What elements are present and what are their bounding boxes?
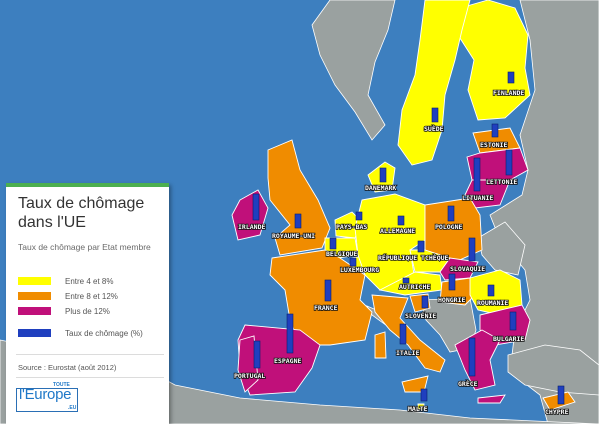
label-bulgarie: BULGARIE (493, 335, 524, 343)
country-greece (454, 329, 501, 391)
legend-subtitle: Taux de chômage par Etat membre (18, 242, 151, 252)
bar-lituanie (473, 157, 481, 192)
label-finlande: FINLANDE (493, 89, 524, 97)
legend-item-mid: Entre 8 et 12% (18, 291, 118, 301)
bar-irlande (252, 193, 260, 221)
bar-hongrie (448, 273, 456, 291)
legend-item-bar: Taux de chômage (%) (18, 328, 143, 338)
logo-suffix-text: .EU (68, 405, 77, 411)
legend-swatch-mid (18, 292, 51, 300)
label-malte: MALTE (408, 405, 428, 413)
bar-pologne (447, 205, 455, 222)
bar-italie (399, 323, 407, 345)
label-slovenie: SLOVÉNIE (405, 311, 436, 320)
unemployment-bars (252, 71, 565, 405)
logo-main-text: l'Europe (19, 386, 72, 403)
country-bulgaria (479, 304, 531, 346)
bar-slovenie (421, 295, 429, 309)
label-luxembourg: LUXEMBOURG (340, 266, 379, 274)
label-estonie: ESTONIE (480, 141, 507, 149)
label-roumanie: ROUMANIE (477, 299, 508, 307)
bar-lettonie (505, 149, 513, 176)
legend-label-low: Entre 4 et 8% (65, 276, 114, 286)
legend-label-mid: Entre 8 et 12% (65, 291, 118, 301)
belarus-ukraine-land (477, 221, 526, 276)
country-uk (267, 139, 331, 256)
legend-divider (16, 354, 164, 355)
country-france (269, 249, 373, 346)
bar-autriche (402, 277, 410, 284)
bar-portugal (253, 340, 261, 369)
bar-grece (468, 337, 476, 377)
bar-suede (431, 107, 439, 123)
bar-finlande (507, 71, 515, 84)
label-rep-tcheque: RÉPUBLIQUE TCHÈQUE (378, 253, 449, 262)
legend-swatch-bar (18, 329, 51, 337)
label-espagne: ESPAGNE (274, 357, 301, 365)
bar-estonie (491, 123, 499, 138)
bar-malte (420, 388, 428, 402)
bar-belgique (329, 237, 337, 250)
legend-swatch-high (18, 307, 51, 315)
bar-france (324, 279, 332, 302)
bar-roumanie (487, 284, 495, 297)
norway-land (311, 0, 396, 141)
country-sardinia (374, 331, 387, 359)
country-finland (457, 0, 531, 121)
label-pologne: POLOGNE (435, 223, 462, 231)
label-chypre: CHYPRE (545, 408, 569, 416)
legend-title: Taux de chômage dans l'UE (18, 195, 145, 231)
legend-item-low: Entre 4 et 8% (18, 276, 113, 286)
label-hongrie: HONGRIE (438, 296, 465, 304)
label-italie: ITALIE (396, 349, 420, 357)
label-danemark: DANEMARK (365, 184, 396, 192)
country-austria (378, 271, 443, 296)
label-lettonie: LETTONIE (486, 178, 517, 186)
bar-danemark (379, 167, 387, 183)
label-belgique: BELGIQUE (326, 250, 357, 258)
country-portugal (237, 335, 259, 393)
label-france: FRANCE (314, 304, 338, 312)
country-italy (371, 294, 446, 373)
country-sweden (397, 0, 471, 166)
bar-espagne (286, 313, 294, 354)
bar-rep-tcheque (417, 240, 425, 253)
country-crete (477, 394, 506, 404)
bar-bulgarie (509, 311, 517, 331)
russia-land (489, 0, 599, 424)
country-labels: FINLANDE SUÈDE ESTONIE LETTONIE LITUANIE… (233, 88, 569, 417)
label-allemagne: ALLEMAGNE (380, 227, 415, 235)
bar-royaume-uni (294, 213, 302, 229)
label-portugal: PORTUGAL (234, 372, 265, 380)
label-pays-bas: PAYS-BAS (336, 223, 367, 231)
legend-label-bar: Taux de chômage (%) (65, 328, 143, 338)
legend-panel: Taux de chômage dans l'UE Taux de chômag… (6, 183, 169, 424)
turkey-land (507, 344, 599, 396)
label-irlande: IRLANDE (238, 223, 265, 231)
legend-divider-bottom (16, 377, 164, 378)
country-malta (417, 403, 425, 410)
logo-frame (16, 388, 78, 412)
bar-luxembourg (349, 257, 357, 267)
label-autriche: AUTRICHE (399, 283, 430, 291)
legend-source: Source : Eurostat (août 2012) (18, 363, 117, 372)
label-lituanie: LITUANIE (462, 194, 493, 202)
legend-item-high: Plus de 12% (18, 306, 110, 316)
label-grece: GRÈCE (458, 379, 478, 388)
legend-label-high: Plus de 12% (65, 306, 110, 316)
toute-leurope-logo[interactable]: l'Europe TOUTE .EU (16, 382, 82, 412)
eu-countries (231, 0, 576, 411)
logo-top-text: TOUTE (52, 382, 71, 388)
label-slovaquie: SLOVAQUIE (450, 265, 485, 273)
bar-chypre (557, 385, 565, 405)
label-suede: SUÈDE (424, 124, 444, 133)
label-royaume-uni: ROYAUME-UNI (272, 232, 315, 240)
legend-swatch-low (18, 277, 51, 285)
bar-allemagne (397, 215, 405, 226)
bar-pays-bas (355, 211, 363, 221)
bar-slovaquie (468, 237, 476, 262)
